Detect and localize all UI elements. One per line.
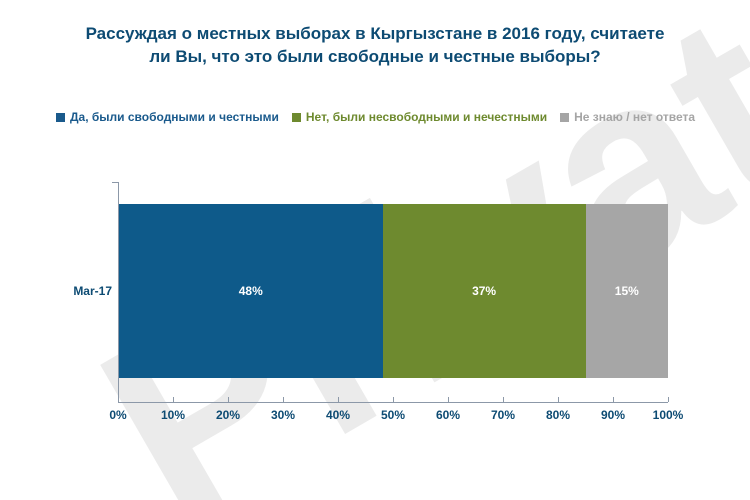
- x-axis-tick: [448, 397, 449, 402]
- chart-title-line1: Рассуждая о местных выборах в Кыргызстан…: [85, 24, 665, 43]
- bar-segment-yes: 48%: [119, 204, 383, 378]
- x-axis-tick-label: 10%: [160, 408, 186, 422]
- x-axis-tick-label: 60%: [435, 408, 461, 422]
- x-axis-tick-label: 40%: [325, 408, 351, 422]
- legend-marker-dont-know-icon: [560, 112, 570, 122]
- legend-marker-no-icon: [291, 112, 301, 122]
- x-axis-labels: 0% 10% 20% 30% 40% 50% 60% 70% 80% 90% 100%: [109, 408, 683, 424]
- x-axis-tick: [668, 397, 669, 402]
- x-axis-tick-label: 50%: [380, 408, 406, 422]
- bar-value-no: 37%: [472, 284, 497, 298]
- x-axis-tick: [118, 397, 119, 402]
- x-axis-tick: [558, 397, 559, 402]
- bar-value-dont-know: 15%: [614, 284, 639, 298]
- x-axis-tick: [338, 397, 339, 402]
- y-axis-line: [118, 182, 119, 403]
- stacked-bar: 48% 37% 15%: [119, 204, 668, 378]
- legend: Да, были свободными и честными Нет, были…: [56, 110, 695, 124]
- x-axis-line: [118, 402, 668, 403]
- legend-marker-yes-icon: [56, 112, 65, 122]
- x-axis-tick-label: 30%: [270, 408, 296, 422]
- x-axis-tick: [503, 397, 504, 402]
- x-axis-tick-label: 70%: [490, 408, 516, 422]
- bar-segment-dont-know: 15%: [585, 204, 668, 378]
- x-axis-tick: [613, 397, 614, 402]
- bar-value-yes: 48%: [238, 284, 263, 298]
- legend-label-no: Нет, были несвободными и нечестными: [305, 110, 548, 124]
- chart-title: Рассуждая о местных выборах в Кыргызстан…: [0, 22, 750, 68]
- x-axis-tick-label: 0%: [109, 408, 127, 422]
- x-axis-tick: [228, 397, 229, 402]
- legend-label-yes: Да, были свободными и честными: [70, 110, 279, 124]
- legend-label-dont-know: Не знаю / нет ответа: [574, 110, 696, 124]
- y-axis-top-tick: [112, 182, 119, 183]
- x-axis-tick-label: 100%: [652, 408, 684, 422]
- legend-item-yes-free-fair: Да, были свободными и честными: [56, 110, 279, 124]
- x-axis-tick-label: 20%: [215, 408, 241, 422]
- bar-segment-no: 37%: [382, 204, 586, 378]
- x-axis-tick: [173, 397, 174, 402]
- category-label: Mar-17: [73, 284, 112, 298]
- x-axis-tick-label: 90%: [600, 408, 626, 422]
- x-axis-ticks: [118, 397, 669, 402]
- legend-item-dont-know: Не знаю / нет ответа: [560, 110, 695, 124]
- legend-item-no-unfree-unfair: Нет, были несвободными и нечестными: [291, 110, 548, 124]
- x-axis-tick: [393, 397, 394, 402]
- x-axis-tick: [283, 397, 284, 402]
- x-axis-tick-label: 80%: [545, 408, 571, 422]
- chart-title-line2: ли Вы, что это были свободные и честные …: [149, 47, 601, 66]
